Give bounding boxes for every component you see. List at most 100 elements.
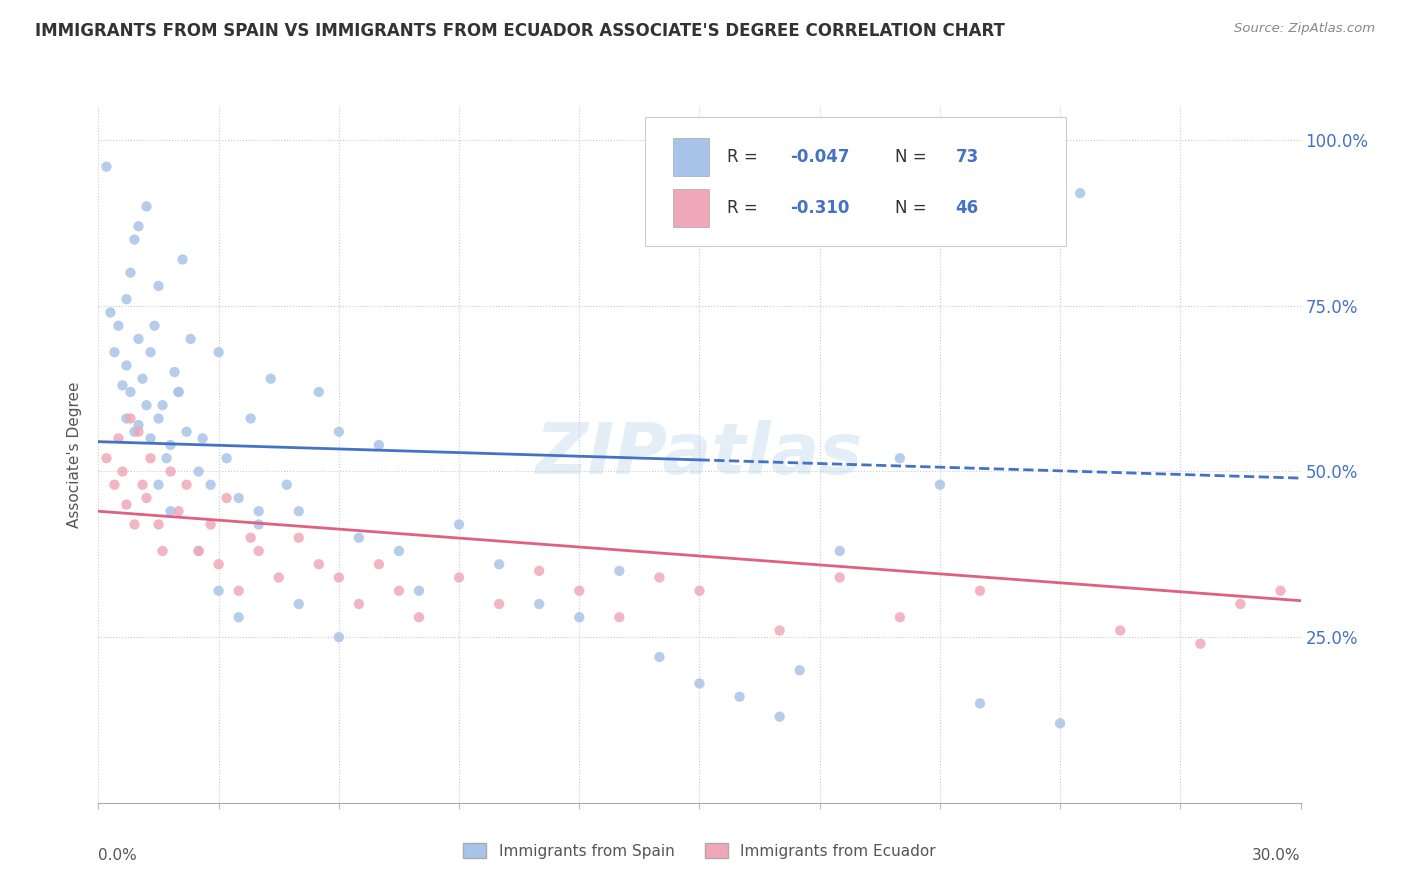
- Point: [247, 517, 270, 532]
- Point: [728, 690, 751, 704]
- Point: [889, 610, 911, 624]
- Point: [96, 451, 118, 466]
- Point: [308, 384, 330, 399]
- Point: [208, 583, 231, 598]
- Point: [200, 477, 222, 491]
- Point: [124, 517, 146, 532]
- Point: [568, 610, 591, 624]
- Point: [148, 411, 170, 425]
- Point: [529, 564, 551, 578]
- FancyBboxPatch shape: [645, 118, 1066, 246]
- Point: [1229, 597, 1251, 611]
- Point: [152, 398, 174, 412]
- Point: [152, 544, 174, 558]
- Point: [107, 318, 129, 333]
- Text: -0.047: -0.047: [790, 148, 849, 166]
- Point: [609, 610, 631, 624]
- Point: [228, 491, 250, 505]
- Point: [100, 305, 122, 319]
- Point: [148, 517, 170, 532]
- Point: [347, 531, 370, 545]
- Point: [1270, 583, 1292, 598]
- Point: [135, 398, 157, 412]
- Point: [328, 570, 350, 584]
- Text: N =: N =: [896, 199, 932, 217]
- Point: [187, 544, 209, 558]
- Point: [368, 438, 391, 452]
- Point: [148, 279, 170, 293]
- Point: [769, 624, 792, 638]
- Point: [689, 676, 711, 690]
- Text: 0.0%: 0.0%: [98, 848, 138, 863]
- Point: [328, 630, 350, 644]
- Point: [120, 266, 142, 280]
- Point: [103, 477, 125, 491]
- Point: [139, 345, 162, 359]
- FancyBboxPatch shape: [673, 138, 709, 177]
- Point: [148, 477, 170, 491]
- Point: [208, 558, 231, 572]
- Point: [228, 610, 250, 624]
- Point: [103, 345, 125, 359]
- Point: [128, 425, 150, 439]
- Point: [135, 491, 157, 505]
- Point: [388, 544, 411, 558]
- Point: [187, 465, 209, 479]
- Point: [115, 498, 138, 512]
- Point: [288, 504, 311, 518]
- Point: [176, 477, 198, 491]
- Point: [120, 384, 142, 399]
- Point: [488, 597, 510, 611]
- Text: 73: 73: [956, 148, 979, 166]
- Y-axis label: Associate's Degree: Associate's Degree: [67, 382, 83, 528]
- Text: R =: R =: [727, 199, 763, 217]
- Point: [247, 504, 270, 518]
- Point: [288, 531, 311, 545]
- Point: [247, 544, 270, 558]
- Point: [128, 219, 150, 234]
- Text: IMMIGRANTS FROM SPAIN VS IMMIGRANTS FROM ECUADOR ASSOCIATE'S DEGREE CORRELATION : IMMIGRANTS FROM SPAIN VS IMMIGRANTS FROM…: [35, 22, 1005, 40]
- Text: -0.310: -0.310: [790, 199, 849, 217]
- Point: [276, 477, 298, 491]
- Point: [648, 570, 671, 584]
- Point: [328, 425, 350, 439]
- Point: [167, 384, 190, 399]
- Point: [529, 597, 551, 611]
- Point: [139, 431, 162, 445]
- Point: [159, 504, 181, 518]
- Point: [172, 252, 194, 267]
- Point: [131, 477, 153, 491]
- Point: [239, 411, 262, 425]
- Point: [163, 365, 186, 379]
- Point: [447, 517, 470, 532]
- Point: [267, 570, 290, 584]
- Point: [124, 425, 146, 439]
- Point: [447, 570, 470, 584]
- Point: [689, 583, 711, 598]
- Point: [96, 160, 118, 174]
- Point: [1189, 637, 1212, 651]
- Point: [1069, 186, 1091, 201]
- Point: [568, 583, 591, 598]
- Point: [111, 378, 134, 392]
- Point: [1109, 624, 1132, 638]
- Point: [408, 583, 430, 598]
- Point: [115, 292, 138, 306]
- Point: [200, 517, 222, 532]
- Text: ZIPatlas: ZIPatlas: [536, 420, 863, 490]
- Point: [128, 418, 150, 433]
- Point: [308, 558, 330, 572]
- Point: [769, 709, 792, 723]
- Point: [191, 431, 214, 445]
- Point: [408, 610, 430, 624]
- Point: [143, 318, 166, 333]
- Point: [969, 697, 991, 711]
- Point: [208, 345, 231, 359]
- Legend: Immigrants from Spain, Immigrants from Ecuador: Immigrants from Spain, Immigrants from E…: [457, 837, 942, 864]
- Point: [176, 425, 198, 439]
- Point: [128, 332, 150, 346]
- Text: R =: R =: [727, 148, 763, 166]
- Point: [135, 199, 157, 213]
- Point: [159, 465, 181, 479]
- Point: [159, 438, 181, 452]
